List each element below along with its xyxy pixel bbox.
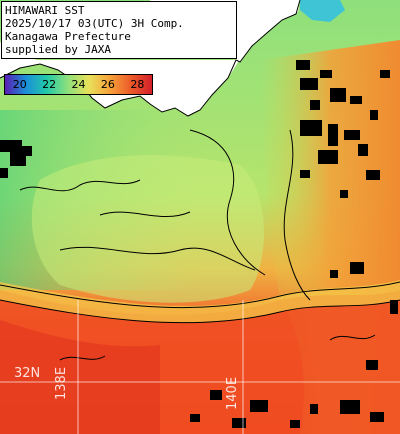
scale-tick-label: 22: [42, 78, 57, 91]
sea-south-hot: [0, 320, 160, 434]
sea-bay: [300, 0, 345, 22]
caption-datetime: 2025/10/17 03(UTC) 3H Comp.: [5, 17, 184, 30]
sea-transition: [0, 280, 400, 323]
cloud-cover-west: [0, 140, 32, 178]
contour-line: [283, 129, 311, 301]
cloud-cover: [190, 60, 398, 428]
contour-line: [99, 211, 191, 218]
contour-line: [0, 299, 400, 324]
contour-line: [0, 281, 400, 309]
caption-title: HIMAWARI SST: [5, 4, 85, 17]
longitude-label-east: 140E: [225, 376, 240, 410]
longitude-label-west: 138E: [54, 366, 69, 400]
scale-tick-label: 20: [12, 78, 27, 91]
scale-tick-label: 26: [100, 78, 115, 91]
land-honshu-main: [236, 0, 300, 62]
color-scale: 20 22 24 26 28: [4, 74, 153, 95]
contour-line: [329, 334, 376, 341]
contour-line: [189, 129, 266, 276]
caption-box: HIMAWARI SST 2025/10/17 03(UTC) 3H Comp.…: [1, 1, 237, 59]
coastline: [0, 0, 301, 117]
scale-tick-label: 28: [130, 78, 145, 91]
contour-line: [19, 179, 141, 192]
scale-tick-label: 24: [71, 78, 86, 91]
caption-source: supplied by JAXA: [5, 43, 111, 56]
latitude-label: 32N: [14, 366, 41, 381]
contour-line: [59, 355, 106, 361]
sea-central-pool: [31, 155, 264, 303]
contour-line: [59, 246, 256, 271]
caption-region: Kanagawa Prefecture: [5, 30, 131, 43]
